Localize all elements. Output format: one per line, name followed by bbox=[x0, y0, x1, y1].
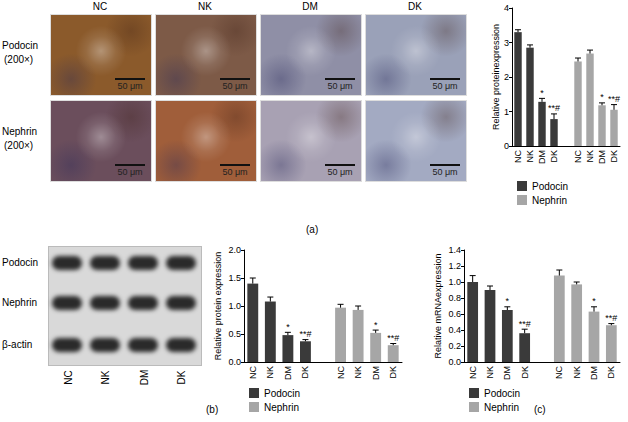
html-text:(c): (c) bbox=[534, 404, 546, 415]
svg-text:NK: NK bbox=[572, 366, 582, 379]
svg-text:1.5: 1.5 bbox=[228, 273, 241, 283]
html-text:50 μm: 50 μm bbox=[327, 167, 353, 177]
html-text:50 μm: 50 μm bbox=[222, 81, 248, 91]
svg-text:NC: NC bbox=[554, 366, 564, 379]
svg-text:NK: NK bbox=[485, 366, 495, 379]
svg-text:0.4: 0.4 bbox=[448, 325, 461, 335]
svg-text:NK: NK bbox=[353, 366, 363, 379]
svg-text:DM: DM bbox=[371, 366, 381, 380]
svg-text:*: * bbox=[374, 320, 378, 330]
svg-text:0.0: 0.0 bbox=[448, 357, 461, 367]
svg-text:NC: NC bbox=[573, 150, 583, 163]
svg-text:DM: DM bbox=[597, 150, 607, 164]
svg-text:1: 1 bbox=[504, 107, 509, 117]
html-text:DM: DM bbox=[302, 1, 318, 12]
svg-text:Nephrin: Nephrin bbox=[532, 195, 567, 206]
svg-text:DK: DK bbox=[609, 150, 619, 163]
svg-text:0.6: 0.6 bbox=[448, 309, 461, 319]
svg-text:2.0: 2.0 bbox=[228, 245, 241, 255]
svg-text:DK: DK bbox=[300, 366, 310, 379]
svg-text:NC: NC bbox=[468, 366, 478, 379]
html-text:NK: NK bbox=[198, 1, 212, 12]
svg-text:DK: DK bbox=[549, 150, 559, 163]
html-text:NC: NC bbox=[62, 370, 74, 385]
svg-text:0.5: 0.5 bbox=[228, 329, 241, 339]
svg-text:0.2: 0.2 bbox=[448, 341, 461, 351]
svg-text:**#: **# bbox=[605, 313, 617, 323]
svg-text:Relative proteinexpression: Relative proteinexpression bbox=[491, 24, 501, 130]
svg-text:*: * bbox=[540, 88, 544, 98]
svg-text:*: * bbox=[506, 296, 510, 306]
svg-text:Nephrin: Nephrin bbox=[264, 402, 299, 413]
svg-text:**#: **# bbox=[299, 329, 311, 339]
svg-text:Podocin: Podocin bbox=[264, 388, 300, 399]
html-text:DM: DM bbox=[139, 369, 151, 386]
html-text:DK: DK bbox=[408, 1, 422, 12]
svg-text:NC: NC bbox=[336, 366, 346, 379]
svg-text:**#: **# bbox=[608, 94, 620, 104]
svg-text:DM: DM bbox=[589, 366, 599, 380]
html-text:50 μm: 50 μm bbox=[117, 81, 143, 91]
html-text:Podocin: Podocin bbox=[2, 257, 39, 268]
svg-text:DM: DM bbox=[502, 366, 512, 380]
svg-text:Relative protein expression: Relative protein expression bbox=[213, 252, 223, 361]
svg-text:NK: NK bbox=[585, 150, 595, 163]
html-text:(b): (b) bbox=[206, 404, 219, 415]
html-text:(a): (a) bbox=[306, 224, 319, 235]
svg-text:NC: NC bbox=[248, 366, 258, 379]
svg-text:1.4: 1.4 bbox=[448, 245, 461, 255]
svg-text:0.8: 0.8 bbox=[448, 293, 461, 303]
html-text:50 μm: 50 μm bbox=[432, 81, 458, 91]
svg-text:NK: NK bbox=[525, 150, 535, 163]
svg-text:**#: **# bbox=[548, 103, 560, 113]
svg-text:*: * bbox=[600, 92, 604, 102]
svg-text:DK: DK bbox=[520, 366, 530, 379]
svg-text:Podocin: Podocin bbox=[484, 388, 520, 399]
html-text:β-actin: β-actin bbox=[2, 339, 33, 350]
svg-text:1.0: 1.0 bbox=[228, 301, 241, 311]
svg-text:Podocin: Podocin bbox=[532, 181, 568, 192]
html-text:50 μm: 50 μm bbox=[432, 167, 458, 177]
svg-text:NC: NC bbox=[513, 150, 523, 163]
svg-text:0: 0 bbox=[504, 141, 509, 151]
svg-text:**#: **# bbox=[387, 333, 399, 343]
html-text:NK: NK bbox=[100, 370, 112, 385]
html-text:Nephrin: Nephrin bbox=[2, 297, 37, 308]
html-text:50 μm: 50 μm bbox=[222, 167, 248, 177]
svg-text:DM: DM bbox=[283, 366, 293, 380]
html-text:NC: NC bbox=[92, 1, 108, 12]
svg-text:NK: NK bbox=[265, 366, 275, 379]
svg-text:Relative mRNAexpression: Relative mRNAexpression bbox=[433, 253, 443, 358]
svg-text:*: * bbox=[592, 296, 596, 306]
html-text:50 μm: 50 μm bbox=[117, 167, 143, 177]
svg-text:DK: DK bbox=[606, 366, 616, 379]
html-text:Nephrin: Nephrin bbox=[2, 126, 37, 137]
svg-text:**#: **# bbox=[519, 319, 531, 329]
svg-text:1.0: 1.0 bbox=[448, 277, 461, 287]
svg-text:2: 2 bbox=[504, 72, 509, 82]
html-text:(200×): (200×) bbox=[4, 54, 34, 65]
html-text:DK: DK bbox=[176, 370, 188, 385]
html-text:50 μm: 50 μm bbox=[327, 81, 353, 91]
svg-text:Nephrin: Nephrin bbox=[484, 402, 519, 413]
svg-text:4: 4 bbox=[504, 3, 509, 13]
svg-text:1.2: 1.2 bbox=[448, 261, 461, 271]
html-text:(200×): (200×) bbox=[4, 140, 34, 151]
html-text:Podocin: Podocin bbox=[2, 40, 39, 51]
svg-text:0.0: 0.0 bbox=[228, 357, 241, 367]
svg-text:DM: DM bbox=[537, 150, 547, 164]
svg-text:*: * bbox=[286, 322, 290, 332]
svg-text:3: 3 bbox=[504, 38, 509, 48]
svg-text:DK: DK bbox=[388, 366, 398, 379]
